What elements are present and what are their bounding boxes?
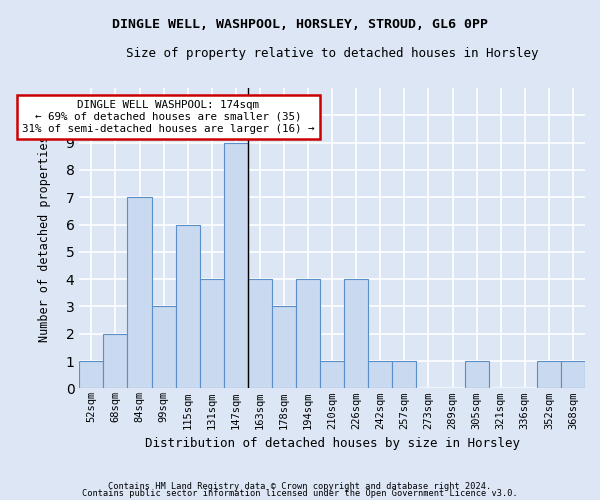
Bar — [464, 361, 488, 388]
Bar — [127, 198, 152, 388]
Bar — [296, 279, 320, 388]
Bar — [392, 361, 416, 388]
Bar — [344, 279, 368, 388]
Bar — [103, 334, 127, 388]
Bar — [320, 361, 344, 388]
Bar — [79, 361, 103, 388]
Bar — [272, 306, 296, 388]
Text: Contains public sector information licensed under the Open Government Licence v3: Contains public sector information licen… — [82, 490, 518, 498]
Bar — [224, 142, 248, 388]
Bar — [152, 306, 176, 388]
Title: Size of property relative to detached houses in Horsley: Size of property relative to detached ho… — [126, 48, 538, 60]
Bar — [200, 279, 224, 388]
Text: Contains HM Land Registry data © Crown copyright and database right 2024.: Contains HM Land Registry data © Crown c… — [109, 482, 491, 491]
Bar — [176, 224, 200, 388]
X-axis label: Distribution of detached houses by size in Horsley: Distribution of detached houses by size … — [145, 437, 520, 450]
Text: DINGLE WELL, WASHPOOL, HORSLEY, STROUD, GL6 0PP: DINGLE WELL, WASHPOOL, HORSLEY, STROUD, … — [112, 18, 488, 30]
Bar — [248, 279, 272, 388]
Bar — [537, 361, 561, 388]
Text: DINGLE WELL WASHPOOL: 174sqm
← 69% of detached houses are smaller (35)
31% of se: DINGLE WELL WASHPOOL: 174sqm ← 69% of de… — [22, 100, 314, 134]
Bar — [561, 361, 585, 388]
Y-axis label: Number of detached properties: Number of detached properties — [38, 135, 51, 342]
Bar — [368, 361, 392, 388]
